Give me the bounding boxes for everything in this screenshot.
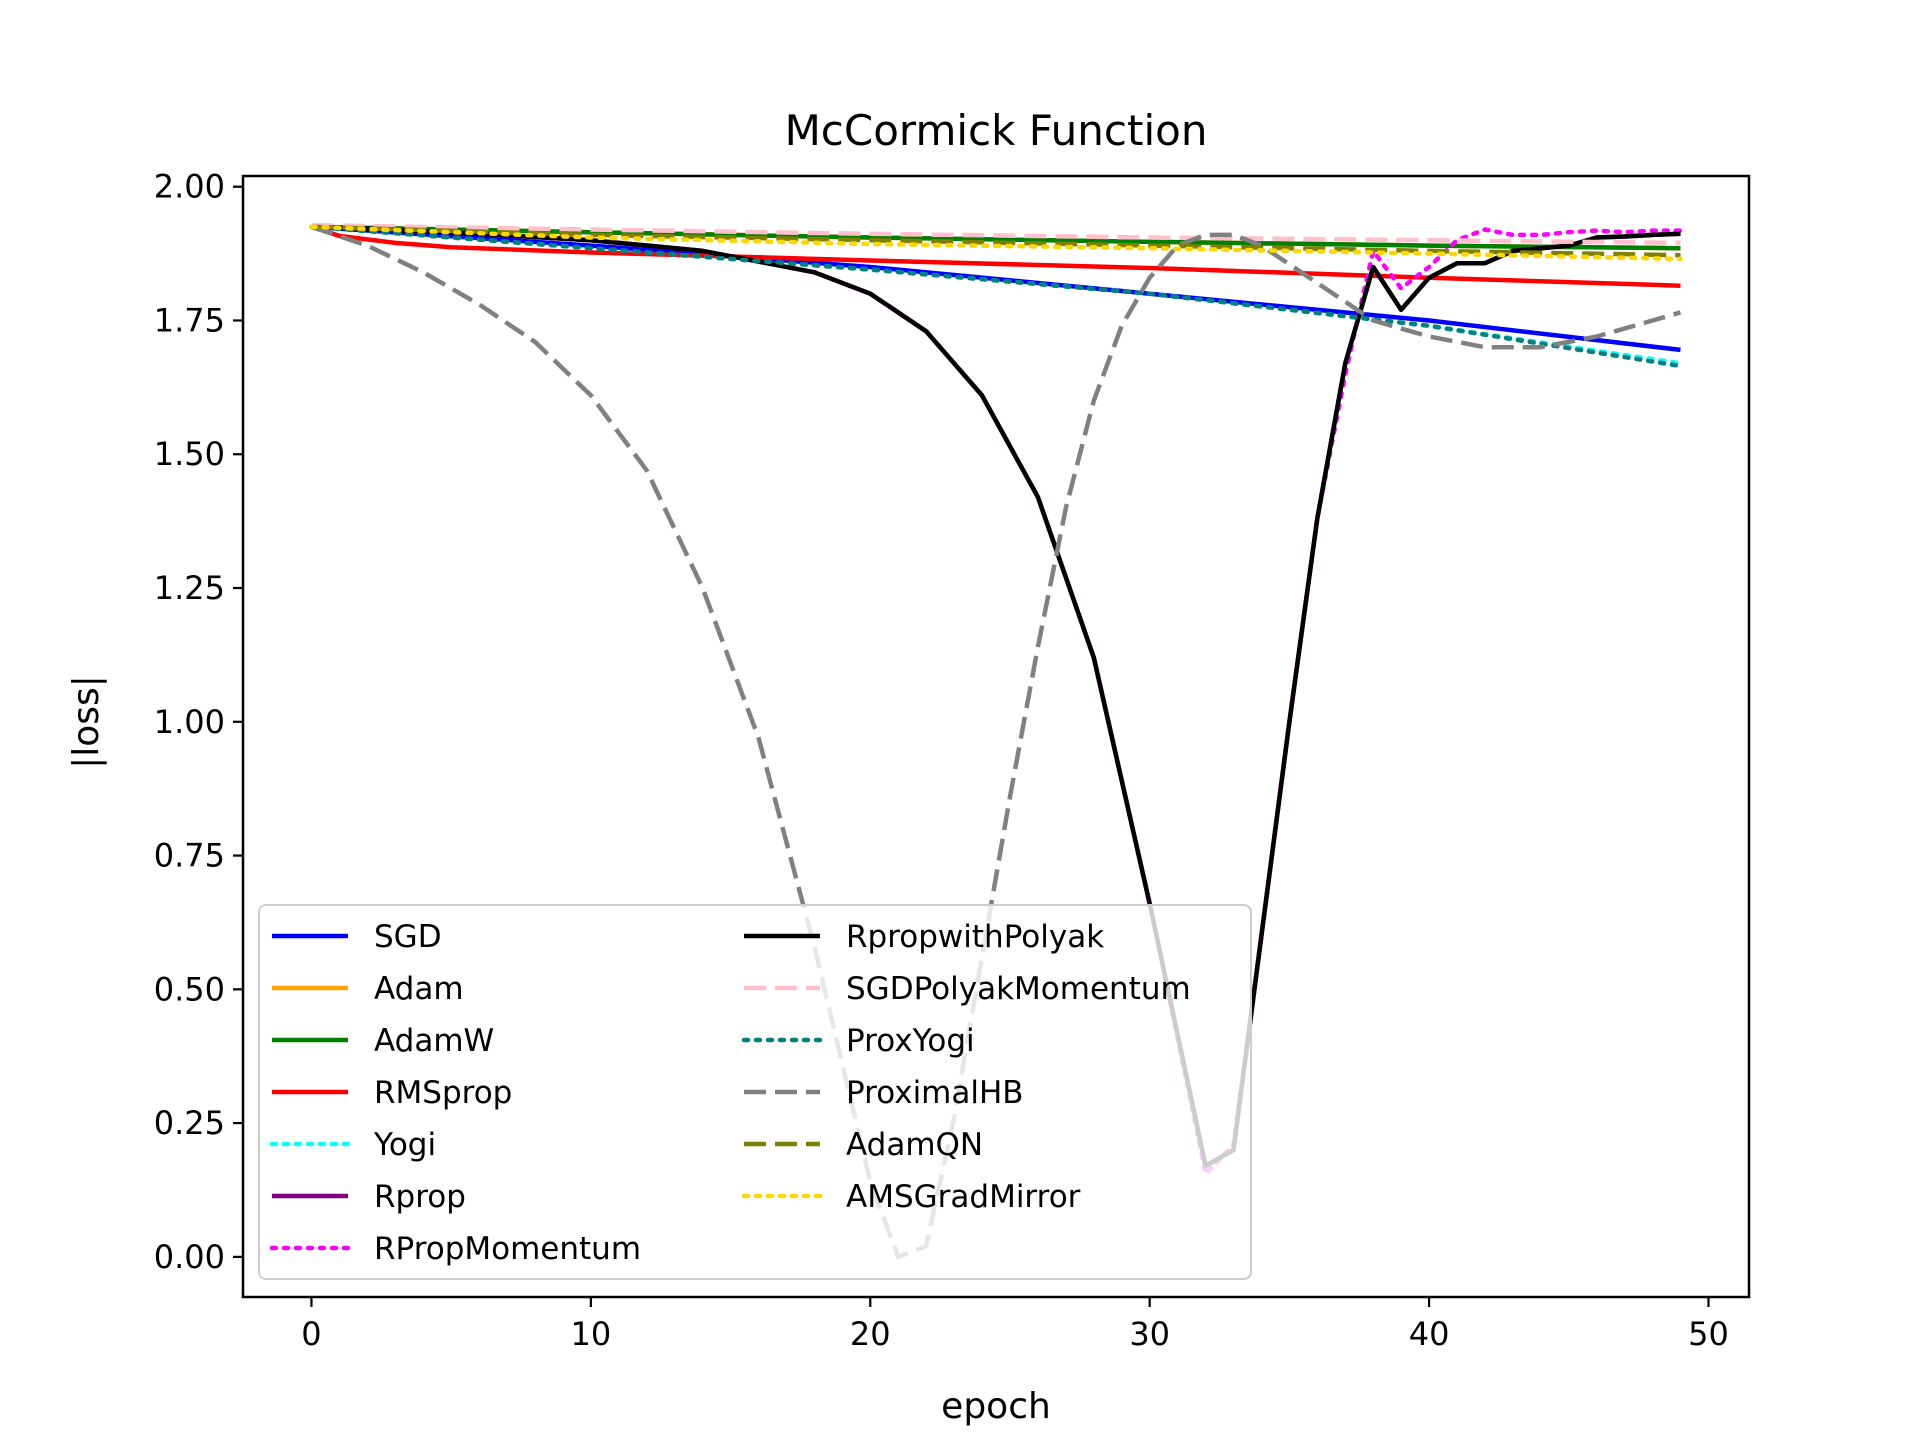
legend-label-proxyogi: ProxYogi: [846, 1023, 975, 1059]
series-line-sgdpolyakmomentum: [311, 222, 1681, 246]
y-tick-label: 1.50: [154, 435, 225, 473]
legend-label-yogi: Yogi: [373, 1127, 436, 1163]
series-line-proxyogi: [309, 224, 1683, 369]
y-tick-label: 0.00: [154, 1238, 225, 1276]
x-tick-label: 40: [1409, 1315, 1450, 1353]
legend-label-adamqn: AdamQN: [846, 1127, 983, 1163]
x-tick-label: 50: [1688, 1315, 1729, 1353]
legend-label-rpropmomentum: RPropMomentum: [374, 1231, 641, 1267]
series-line-proximalhb: [310, 224, 1682, 1260]
legend-label-rmsprop: RMSprop: [374, 1075, 512, 1111]
series-line-rpropwithpolyak: [311, 224, 1681, 1169]
y-tick-label: 1.75: [154, 301, 225, 339]
series-line-rmsprop: [310, 224, 1681, 288]
plot-lines: [309, 222, 1683, 1260]
legend-label-rprop: Rprop: [374, 1179, 466, 1215]
y-tick-label: 0.75: [154, 837, 225, 875]
chart-title: McCormick Function: [785, 106, 1208, 155]
x-tick-label: 0: [301, 1315, 321, 1353]
y-axis-label: |loss|: [66, 675, 107, 769]
legend: SGD Adam AdamW RMSprop Yogi Rprop RPropMomentu…: [258, 904, 1252, 1280]
y-tick-label: 0.50: [154, 970, 225, 1008]
series-line-amsgradmirror: [309, 224, 1683, 262]
legend-label-sgdpolyakmomentum: SGDPolyakMomentum: [846, 971, 1191, 1007]
y-tick-label: 1.25: [154, 569, 225, 607]
axes-frame: [241, 174, 1751, 1299]
y-tick-label: 1.00: [154, 703, 225, 741]
x-axis-ticks: 0 10 20 30 40 50: [301, 1297, 1729, 1353]
legend-label-amsgradmirror: AMSGradMirror: [846, 1179, 1081, 1215]
x-tick-label: 30: [1129, 1315, 1170, 1353]
x-tick-label: 20: [850, 1315, 891, 1353]
y-tick-label: 0.25: [154, 1104, 225, 1142]
y-tick-label: 2.00: [154, 168, 225, 206]
legend-label-adam: Adam: [374, 971, 464, 1007]
series-line-adamqn: [311, 224, 1681, 258]
x-tick-label: 10: [571, 1315, 612, 1353]
legend-label-adamw: AdamW: [374, 1023, 494, 1059]
x-axis-label: epoch: [941, 1386, 1051, 1427]
legend-label-rpropwithpolyak: RpropwithPolyak: [846, 919, 1104, 955]
legend-label-sgd: SGD: [374, 919, 442, 955]
y-axis-ticks: 0.00 0.25 0.50 0.75 1.00 1.25 1.50 1.75 2.00: [154, 168, 243, 1276]
legend-label-proximalhb: ProximalHB: [846, 1075, 1024, 1111]
